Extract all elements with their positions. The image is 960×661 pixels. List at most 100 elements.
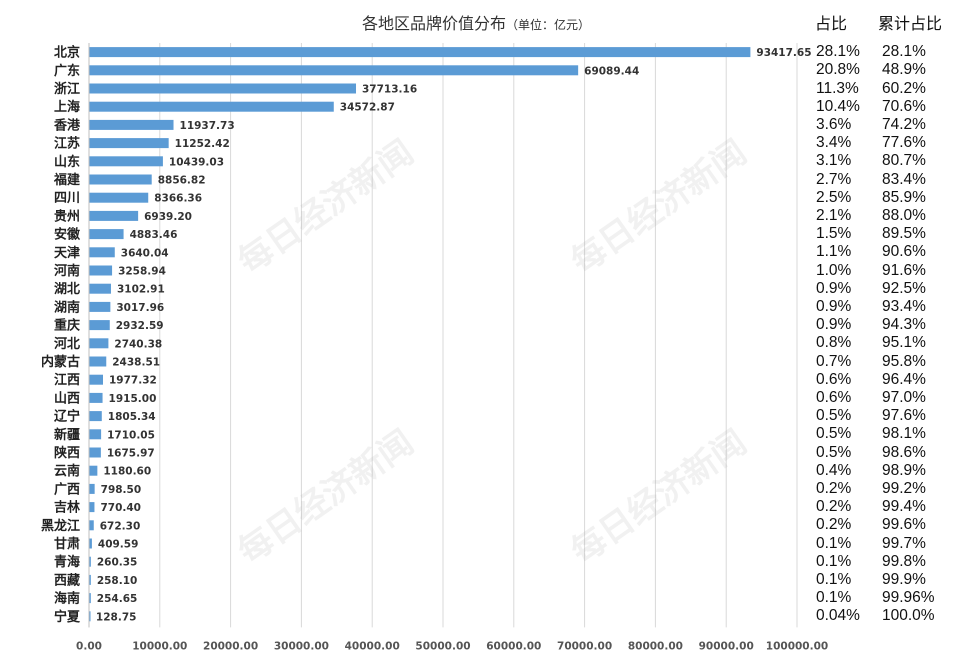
share-value: 0.2%: [816, 498, 852, 516]
cumulative-share-value: 95.1%: [882, 334, 926, 352]
value-label: 69089.44: [584, 65, 639, 77]
share-value: 0.1%: [816, 552, 852, 570]
value-label: 11937.73: [180, 120, 235, 132]
category-label: 湖北: [54, 282, 80, 297]
category-label: 甘肃: [54, 536, 80, 552]
cumulative-share-value: 94.3%: [882, 316, 926, 334]
category-label: 河南: [54, 263, 80, 279]
value-label: 8366.36: [154, 193, 202, 205]
category-label: 湖南: [54, 299, 80, 315]
cumulative-share-value: 77.6%: [882, 134, 926, 152]
value-label: 672.30: [100, 520, 141, 532]
share-header: 占比: [815, 14, 848, 33]
share-value: 0.4%: [816, 461, 852, 479]
bar: [89, 265, 113, 276]
bar: [89, 119, 174, 130]
share-value: 0.9%: [816, 297, 852, 315]
cumulative-share-value: 83.4%: [882, 170, 926, 188]
cumulative-share-value: 88.0%: [882, 206, 926, 224]
cumulative-share-value: 97.0%: [882, 388, 926, 406]
share-value: 0.7%: [816, 352, 852, 370]
x-tick-label: 80000.00: [628, 640, 683, 652]
bar: [89, 283, 111, 294]
bar: [89, 502, 95, 513]
value-label: 128.75: [96, 611, 137, 623]
bar: [89, 210, 139, 221]
share-value: 1.1%: [816, 243, 852, 261]
bar: [89, 138, 169, 149]
category-label: 浙江: [54, 81, 80, 97]
value-label: 37713.16: [362, 84, 417, 96]
category-label: 陕西: [54, 445, 80, 461]
bar: [89, 465, 98, 476]
share-value: 0.5%: [816, 443, 852, 461]
category-label: 黑龙江: [41, 518, 80, 534]
cumulative-share-value: 70.6%: [882, 97, 926, 115]
x-tick-label: 50000.00: [415, 640, 470, 652]
value-label: 770.40: [100, 502, 141, 514]
category-label: 北京: [54, 45, 80, 61]
value-label: 258.10: [97, 575, 138, 587]
value-label: 2932.59: [116, 320, 164, 332]
category-label: 江西: [54, 372, 80, 388]
value-label: 2438.51: [112, 357, 160, 369]
share-value: 28.1%: [816, 43, 860, 61]
category-label: 河北: [54, 336, 80, 352]
bar: [89, 556, 91, 567]
bar: [89, 356, 107, 367]
cumulative-share-header: 累计占比: [878, 14, 943, 33]
bar: [89, 411, 102, 422]
value-label: 3102.91: [117, 284, 165, 296]
value-label: 4883.46: [130, 229, 178, 241]
bar: [89, 83, 357, 94]
bar: [89, 538, 92, 549]
value-label: 3017.96: [116, 302, 164, 314]
category-label: 山西: [54, 390, 80, 406]
share-value: 0.1%: [816, 534, 852, 552]
cumulative-share-value: 98.1%: [882, 425, 926, 443]
share-value: 0.2%: [816, 479, 852, 497]
x-tick-label: 100000.00: [766, 640, 828, 652]
value-label: 1675.97: [107, 448, 155, 460]
chart-title-text: 各地区品牌价值分布: [362, 14, 507, 33]
bar: [89, 520, 94, 531]
cumulative-share-value: 99.6%: [882, 516, 926, 534]
x-tick-label: 30000.00: [274, 640, 329, 652]
category-label: 新疆: [54, 427, 80, 443]
cumulative-share-value: 89.5%: [882, 225, 926, 243]
cumulative-share-value: 100.0%: [882, 607, 935, 625]
cumulative-share-value: 99.8%: [882, 552, 926, 570]
x-tick-label: 60000.00: [486, 640, 541, 652]
category-label: 福建: [53, 172, 80, 188]
bar: [89, 174, 152, 185]
cumulative-share-value: 92.5%: [882, 279, 926, 297]
share-value: 1.0%: [816, 261, 852, 279]
value-label: 1977.32: [109, 375, 157, 387]
value-label: 93417.65: [756, 47, 811, 59]
cumulative-share-value: 97.6%: [882, 407, 926, 425]
cumulative-share-value: 95.8%: [882, 352, 926, 370]
share-value: 2.7%: [816, 170, 852, 188]
bar: [89, 611, 91, 622]
cumulative-share-value: 74.2%: [882, 115, 926, 133]
share-value: 0.04%: [816, 607, 860, 625]
category-label: 辽宁: [54, 409, 80, 425]
category-label: 香港: [53, 117, 81, 133]
value-label: 3258.94: [118, 266, 166, 278]
value-label: 1805.34: [108, 411, 156, 423]
cumulative-share-value: 91.6%: [882, 261, 926, 279]
bar: [89, 192, 149, 203]
share-value: 3.6%: [816, 115, 852, 133]
bar: [89, 374, 103, 385]
share-value: 0.9%: [816, 279, 852, 297]
category-label: 贵州: [54, 208, 80, 224]
category-label: 内蒙古: [41, 354, 80, 370]
cumulative-share-value: 99.7%: [882, 534, 926, 552]
category-label: 云南: [54, 463, 80, 479]
cumulative-share-value: 90.6%: [882, 243, 926, 261]
cumulative-share-value: 60.2%: [882, 79, 926, 97]
share-value: 0.5%: [816, 425, 852, 443]
share-value: 0.6%: [816, 388, 852, 406]
x-tick-label: 40000.00: [345, 640, 400, 652]
